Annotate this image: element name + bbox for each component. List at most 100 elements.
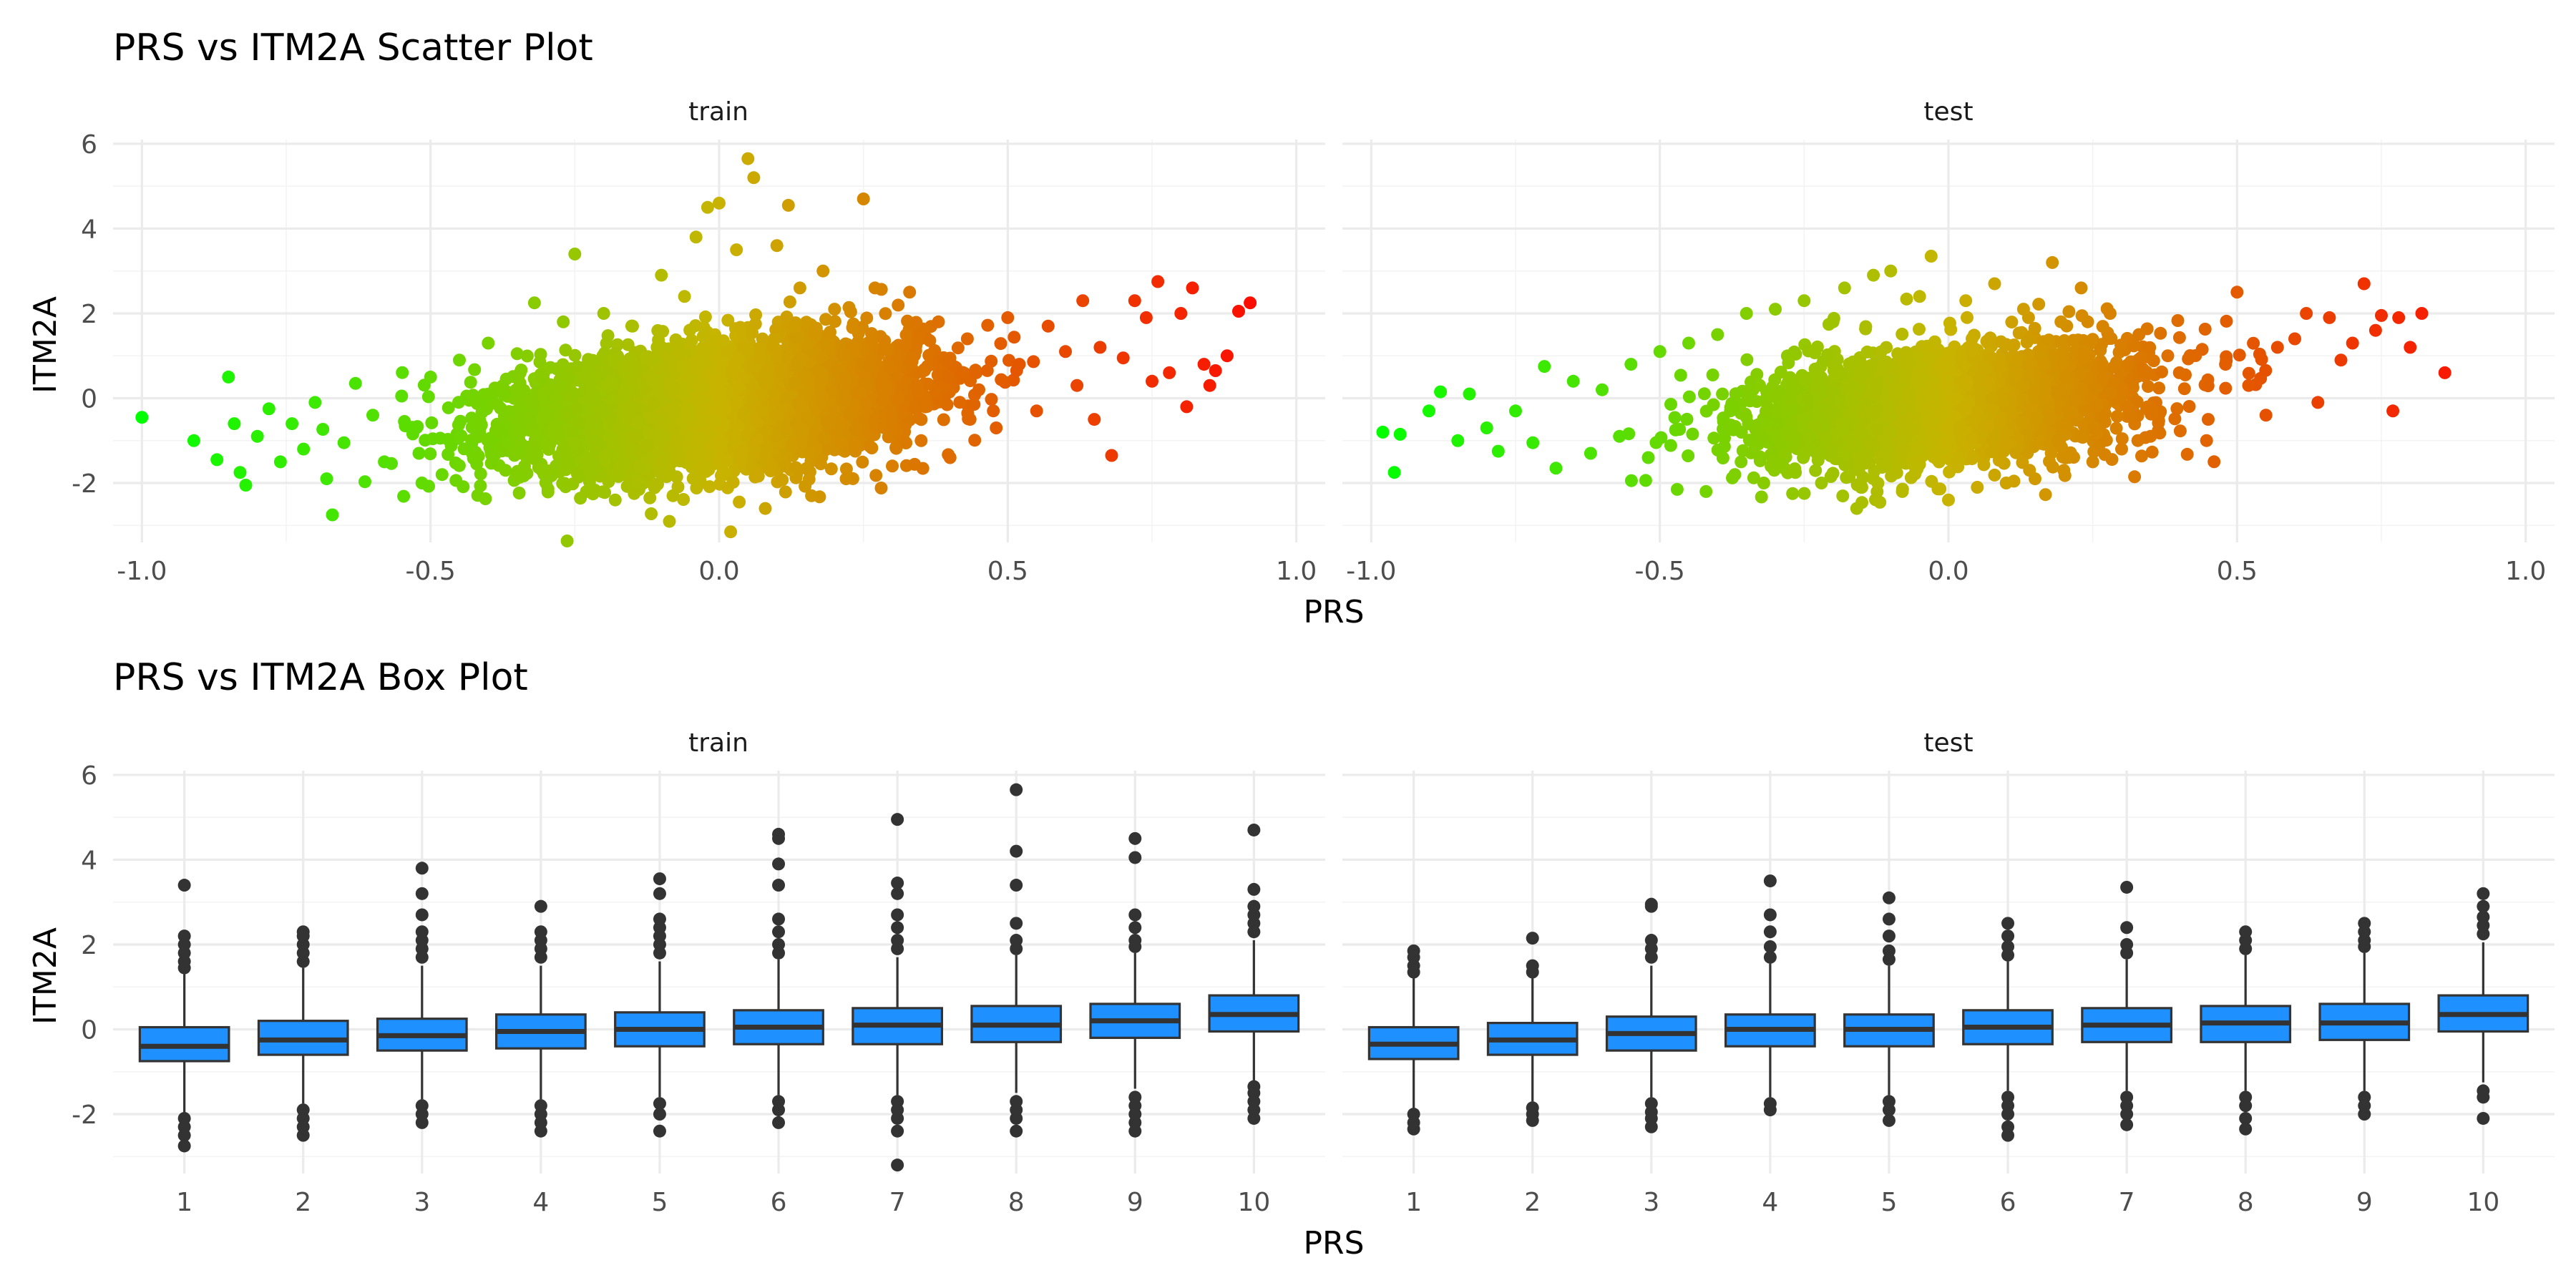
scatter-point bbox=[789, 461, 803, 474]
scatter-plot-area: -2 0 2 4 6 -1.0 -0.5 0.0 0.5 1.0 -1.0 -0.5 0.0 0.5 1.0 bbox=[72, 130, 2555, 586]
scatter-point bbox=[479, 492, 492, 505]
scatter-point bbox=[750, 467, 763, 481]
scatter-point bbox=[922, 348, 936, 362]
scatter-point bbox=[556, 358, 570, 371]
scatter-point bbox=[628, 487, 641, 500]
scatter-point bbox=[776, 473, 789, 487]
scatter-point bbox=[937, 413, 950, 426]
scatter-point bbox=[963, 413, 977, 426]
scatter-point bbox=[985, 393, 998, 406]
scatter-point bbox=[749, 308, 763, 321]
scatter-point bbox=[733, 495, 746, 509]
scatter-point bbox=[663, 514, 676, 528]
scatter-point bbox=[698, 310, 712, 323]
scatter-y-tick-label: 2 bbox=[81, 300, 97, 329]
scatter-x-tick-label: -0.5 bbox=[406, 557, 456, 586]
scatter-plot-title: PRS vs ITM2A Scatter Plot bbox=[113, 26, 593, 69]
scatter-point bbox=[484, 457, 498, 470]
scatter-point bbox=[951, 341, 965, 355]
scatter-point bbox=[814, 457, 827, 471]
scatter-point bbox=[630, 475, 644, 489]
scatter-point bbox=[726, 475, 740, 489]
scatter-point bbox=[512, 428, 525, 441]
scatter-point bbox=[601, 329, 615, 343]
scatter-point bbox=[415, 477, 429, 489]
scatter-point bbox=[995, 373, 1008, 386]
scatter-point bbox=[856, 455, 869, 469]
scatter-point bbox=[528, 451, 542, 464]
scatter-y-tick-label: -2 bbox=[72, 469, 97, 499]
scatter-point bbox=[1008, 331, 1021, 344]
scatter-point bbox=[721, 313, 735, 327]
scatter-x-tick-label: 0.0 bbox=[698, 557, 739, 586]
scatter-point bbox=[512, 487, 526, 499]
scatter-point bbox=[527, 396, 540, 410]
scatter-point bbox=[424, 447, 437, 461]
scatter-x-tick-label: 1.0 bbox=[1276, 557, 1317, 586]
scatter-point bbox=[844, 305, 857, 318]
scatter-point bbox=[396, 366, 409, 379]
scatter-point bbox=[556, 477, 570, 490]
scatter-y-axis-title: ITM2A bbox=[27, 296, 64, 394]
scatter-point bbox=[785, 439, 799, 452]
scatter-point bbox=[802, 447, 816, 460]
scatter-point bbox=[849, 423, 863, 436]
scatter-x-tick-label: -1.0 bbox=[117, 557, 167, 586]
scatter-point bbox=[549, 389, 562, 403]
scatter-point bbox=[968, 434, 982, 447]
scatter-point bbox=[898, 338, 912, 352]
scatter-point bbox=[1027, 355, 1040, 369]
scatter-point bbox=[824, 462, 838, 476]
scatter-point bbox=[909, 316, 923, 329]
scatter-point bbox=[733, 446, 747, 459]
scatter-y-tick-label: 0 bbox=[81, 385, 97, 414]
scatter-facet-label-train: train bbox=[688, 97, 748, 127]
scatter-point bbox=[452, 459, 466, 472]
scatter-point bbox=[421, 390, 435, 404]
scatter-point bbox=[444, 439, 458, 452]
scatter-point bbox=[464, 376, 477, 389]
scatter-y-tick-label: 4 bbox=[81, 215, 97, 244]
scatter-point bbox=[787, 320, 801, 333]
scatter-point bbox=[875, 394, 889, 407]
scatter-point bbox=[397, 489, 411, 503]
scatter-point bbox=[656, 325, 670, 338]
scatter-point bbox=[967, 398, 981, 411]
scatter-point bbox=[865, 441, 879, 454]
scatter-point bbox=[468, 363, 482, 376]
scatter-point bbox=[651, 477, 664, 491]
scatter-point bbox=[860, 311, 874, 325]
scatter-point bbox=[970, 366, 983, 379]
scatter-point bbox=[910, 379, 924, 392]
scatter-point bbox=[846, 321, 859, 334]
scatter-point bbox=[908, 457, 922, 471]
scatter-point bbox=[586, 353, 600, 367]
scatter-point bbox=[358, 475, 371, 489]
scatter-x-tick-label: 0.5 bbox=[987, 557, 1028, 586]
scatter-point bbox=[883, 360, 897, 374]
scatter-point bbox=[892, 298, 905, 312]
scatter-point bbox=[879, 307, 892, 321]
scatter-point bbox=[909, 337, 923, 351]
scatter-point bbox=[874, 482, 888, 494]
scatter-point bbox=[824, 326, 836, 339]
scatter-panel-train: -1.0 -0.5 0.0 0.5 1.0 bbox=[113, 140, 1325, 586]
scatter-point bbox=[994, 337, 1008, 351]
scatter-point bbox=[987, 404, 1000, 418]
scatter-point bbox=[425, 416, 439, 429]
scatter-point bbox=[480, 433, 494, 447]
scatter-facet-label-test: test bbox=[1923, 97, 1973, 127]
scatter-point bbox=[953, 396, 967, 409]
scatter-y-tick-label: 6 bbox=[81, 130, 97, 160]
scatter-point bbox=[399, 419, 412, 433]
scatter-point bbox=[733, 321, 747, 334]
scatter-point bbox=[839, 462, 853, 476]
scatter-point bbox=[567, 437, 580, 450]
scatter-point bbox=[457, 480, 470, 494]
scatter-point bbox=[454, 414, 467, 428]
scatter-point bbox=[534, 348, 547, 361]
scatter-point bbox=[779, 485, 792, 499]
scatter-point bbox=[510, 469, 524, 482]
scatter-point bbox=[608, 352, 620, 366]
